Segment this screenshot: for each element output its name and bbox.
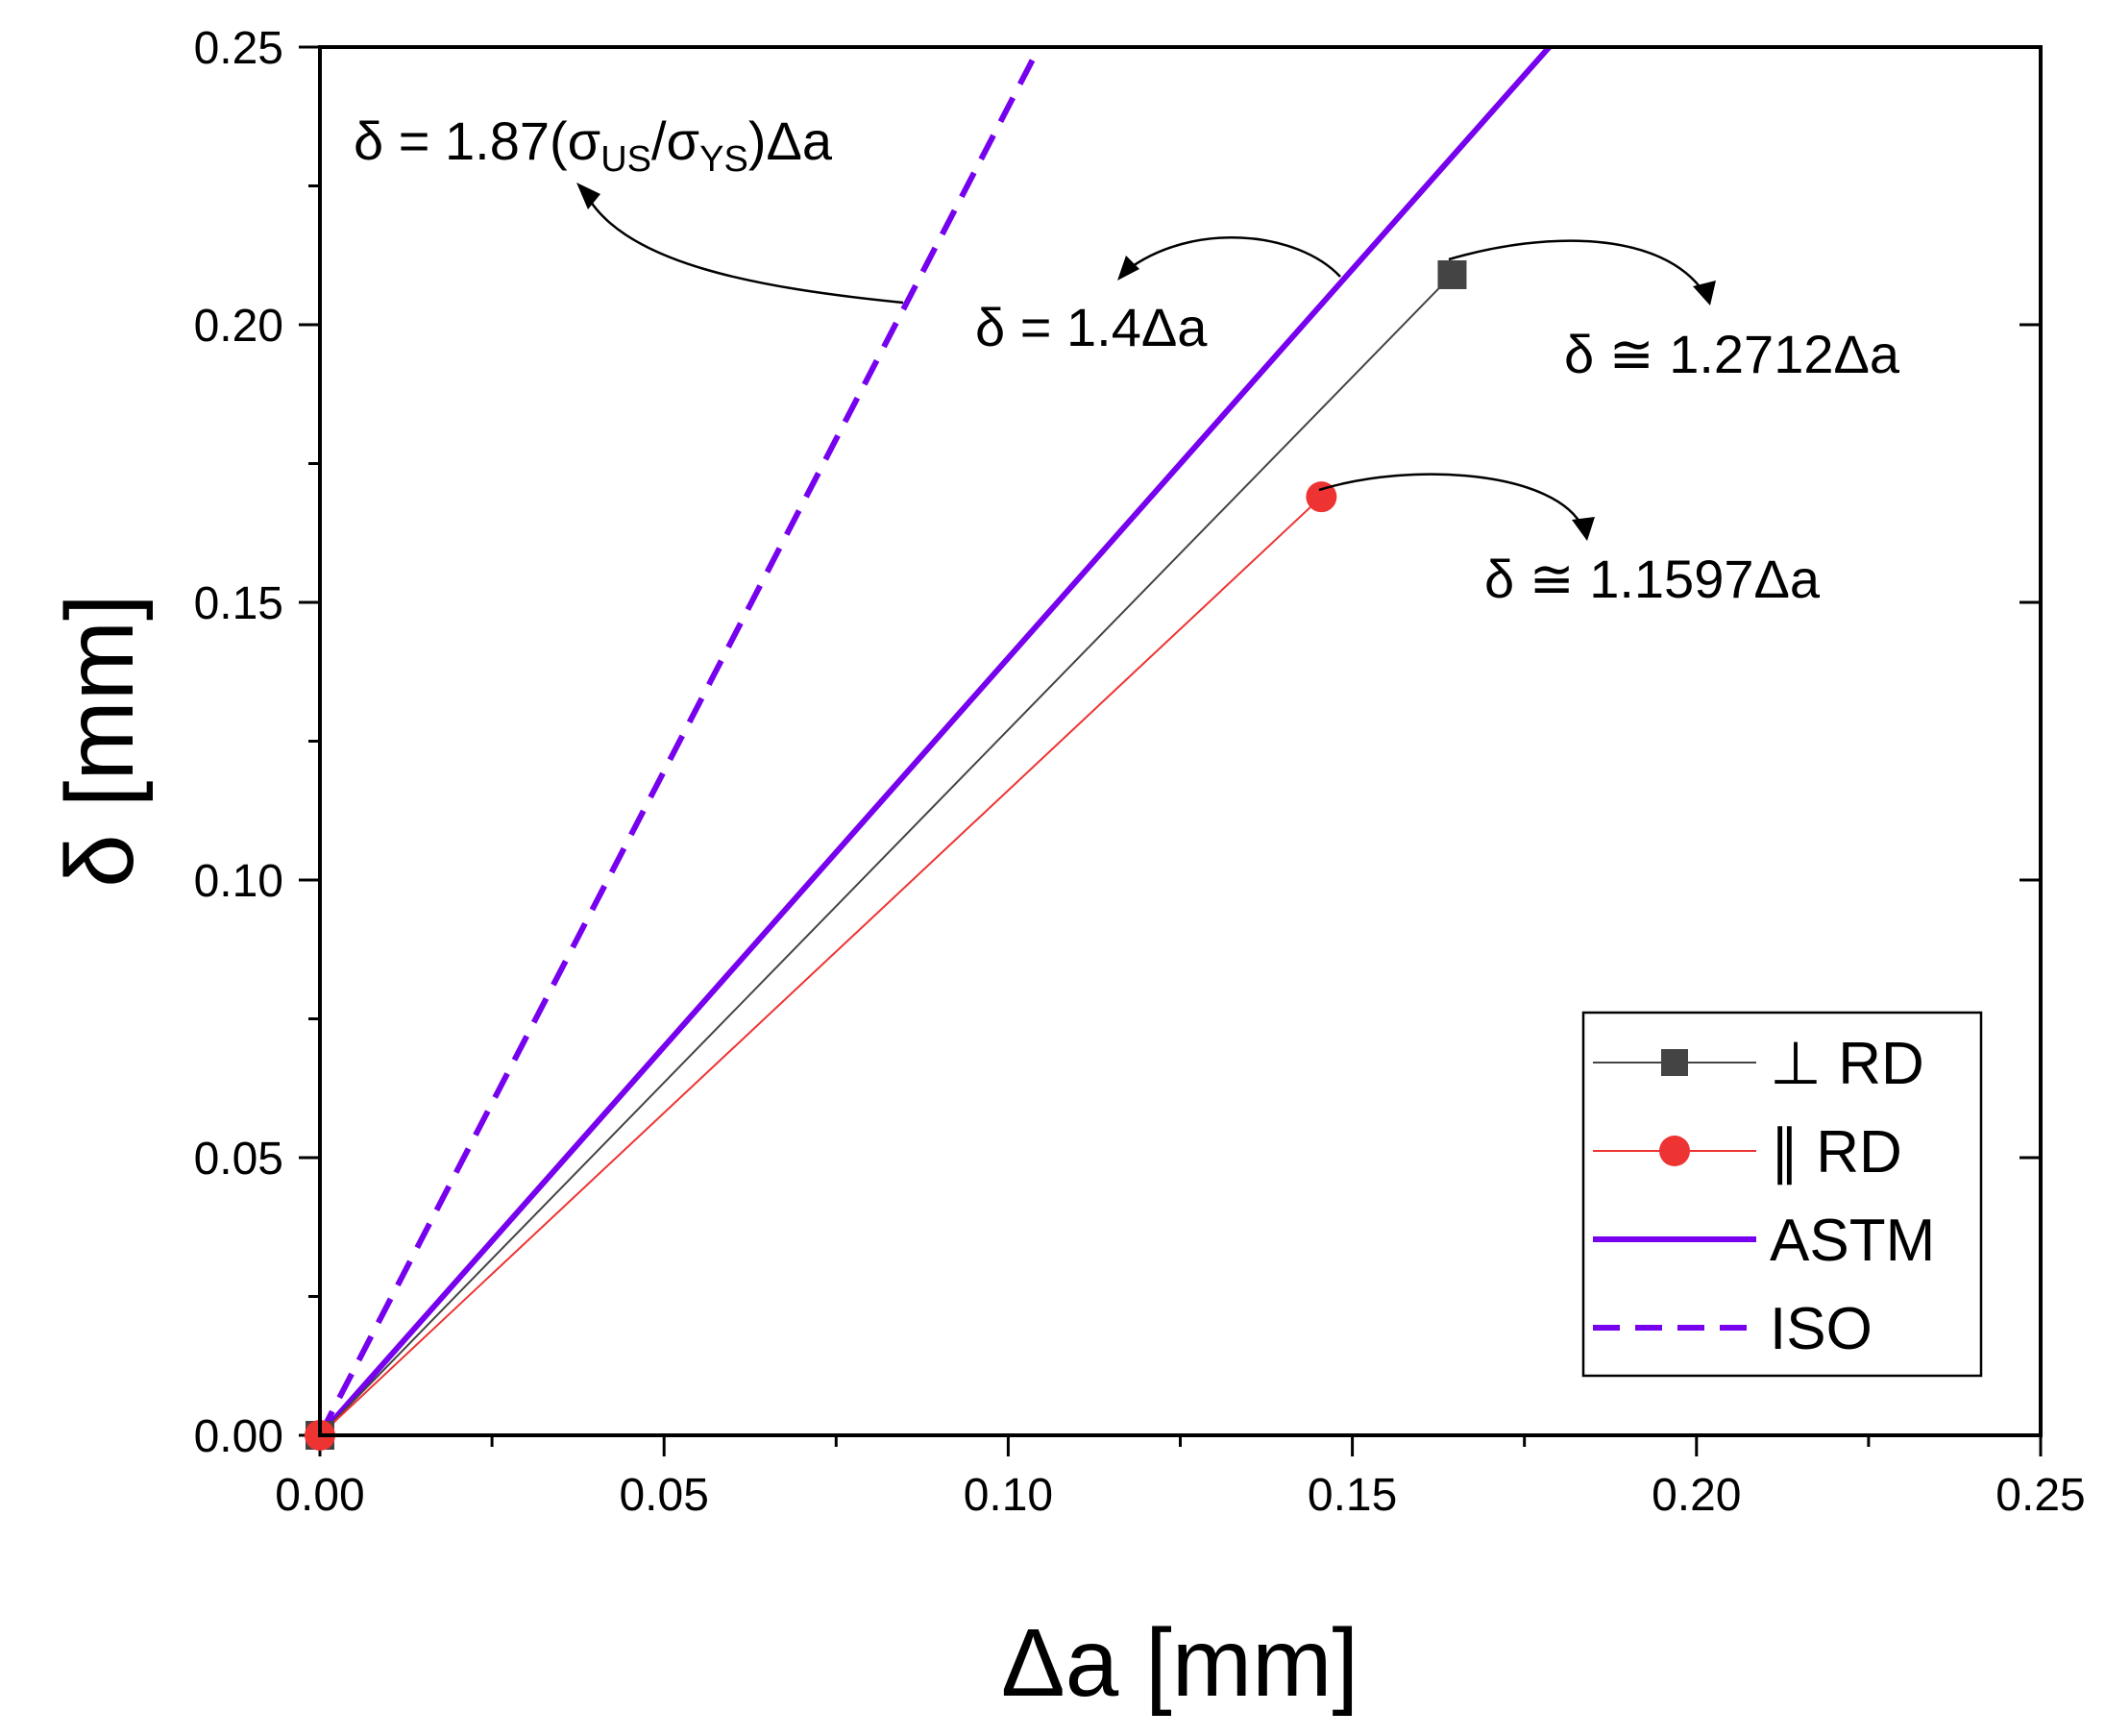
legend-sample-perp-marker [1661,1049,1688,1076]
y-axis-title: δ [mm] [46,594,154,888]
x-tick-label: 0.15 [1308,1470,1397,1521]
annotation-par: δ ≅ 1.1597Δa [1484,549,1821,609]
tick-labels: 0.00 0.05 0.10 0.15 0.20 0.25 0.00 0.05 0.10 0.15… [194,23,2086,1521]
annotation-perp: δ ≅ 1.2712Δa [1564,324,1900,384]
legend-label-perp: ⊥ RD [1770,1031,1924,1097]
y-tick-label: 0.20 [194,301,283,352]
x-tick-label: 0.05 [619,1470,708,1521]
arrow-astm [1125,236,1341,278]
y-tick-label: 0.15 [194,578,283,629]
annotation-arrowheads [576,183,1716,541]
x-axis-title: Δa [mm] [1001,1609,1358,1717]
legend-sample-par-marker [1659,1136,1690,1166]
y-tick-label: 0.05 [194,1134,283,1185]
series-line-square [320,274,1454,1435]
plot-frame [318,45,2043,1437]
legend-label-par: ∥ RD [1770,1119,1902,1186]
series-line-iso [320,47,1042,1435]
x-tick-label: 0.20 [1652,1470,1741,1521]
arrowhead-astm [1117,256,1139,281]
series-line-astm [320,47,1552,1435]
series-layer [320,47,1552,1435]
legend-label-iso: ISO [1770,1296,1872,1362]
y-tick-label: 0.25 [194,23,283,74]
y-tick-label: 0.00 [194,1411,283,1462]
point-circle [1306,481,1337,513]
y-tick-label: 0.10 [194,856,283,907]
arrow-perp [1448,239,1706,294]
arrowhead-perp [1693,281,1716,306]
x-tick-label: 0.00 [275,1470,364,1521]
annotation-iso: δ = 1.87(σUS/σYS)Δa [354,110,833,180]
axis-ticks [299,45,2043,1456]
arrow-iso [584,193,904,305]
annotation-arrows [584,193,1706,529]
annotation-astm: δ = 1.4Δa [975,297,1208,357]
legend-box [1581,1011,1983,1378]
series-line-circle [320,496,1323,1435]
x-tick-label: 0.10 [964,1470,1053,1521]
legend-label-astm: ASTM [1770,1208,1935,1274]
arrowhead-par [1572,517,1595,541]
arrow-par [1318,473,1585,529]
legend: ⊥ RD ∥ RD ASTM ISO [1581,1011,1983,1378]
point-square [1437,259,1467,289]
x-tick-label: 0.25 [1995,1470,2085,1521]
arrowhead-iso [576,183,600,209]
